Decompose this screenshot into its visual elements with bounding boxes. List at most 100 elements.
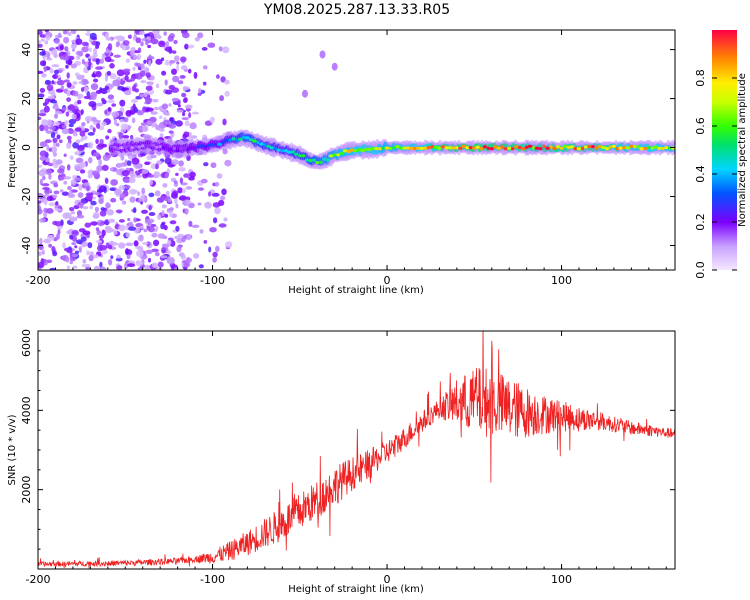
- speckle-mark: [63, 79, 70, 83]
- speckle-mark: [214, 207, 221, 215]
- colorbar-tick-label: 0.0: [694, 261, 707, 279]
- spectrogram-xtick-label: -100: [200, 274, 225, 287]
- speckle-mark: [161, 246, 167, 254]
- speckle-mark: [141, 241, 149, 245]
- speckle-mark: [138, 225, 145, 229]
- ridge-core: [308, 159, 313, 163]
- speckle-mark: [123, 90, 132, 96]
- speckle-mark: [173, 39, 178, 45]
- speckle-mark: [105, 135, 110, 140]
- ridge-core: [608, 145, 613, 149]
- speckle-mark: [71, 253, 79, 258]
- speckle-mark: [127, 34, 132, 39]
- speckle-mark: [53, 183, 59, 188]
- snr-xtick-label: 100: [551, 573, 572, 586]
- speckle-mark: [176, 245, 182, 253]
- ridge-core: [175, 149, 180, 153]
- ridge-core: [475, 145, 481, 149]
- ridge-core: [468, 146, 473, 150]
- speckle-mark: [224, 159, 232, 167]
- speckle-mark: [110, 242, 119, 246]
- speckle-mark: [150, 154, 157, 159]
- speckle-mark: [113, 54, 121, 58]
- speckle-mark: [158, 40, 166, 48]
- speckle-mark: [99, 138, 104, 145]
- ridge-core: [200, 144, 204, 148]
- ridge-core: [479, 146, 484, 151]
- speckle-mark: [148, 205, 152, 211]
- speckle-mark: [160, 255, 168, 259]
- ridge-core: [409, 146, 414, 150]
- speckle-mark: [59, 189, 64, 193]
- speckle-mark: [59, 139, 63, 144]
- speckle-mark: [171, 97, 180, 102]
- speckle-mark: [125, 232, 131, 238]
- speckle-mark: [175, 203, 179, 209]
- ridge-core: [496, 146, 502, 150]
- speckle-mark: [197, 202, 202, 206]
- speckle-mark: [101, 143, 108, 148]
- ridge-core: [604, 147, 610, 151]
- ridge-core: [563, 144, 568, 148]
- speckle-mark: [146, 120, 152, 125]
- speckle-mark: [172, 50, 177, 54]
- speckle-mark: [95, 227, 100, 232]
- ridge-core: [196, 145, 201, 149]
- speckle-mark: [48, 202, 57, 207]
- speckle-mark: [145, 39, 149, 46]
- speckle-mark: [179, 177, 183, 184]
- speckle-mark: [94, 192, 102, 196]
- snr-xtick-label: -200: [26, 573, 51, 586]
- speckle-mark: [215, 245, 220, 253]
- speckle-mark: [171, 68, 177, 75]
- ridge-core: [486, 146, 490, 150]
- ridge-core: [621, 146, 627, 150]
- speckle-mark: [219, 195, 226, 201]
- speckle-mark: [38, 169, 47, 177]
- speckle-mark: [47, 95, 56, 100]
- speckle-mark: [129, 51, 135, 56]
- speckle-mark: [92, 152, 100, 157]
- speckle-mark: [63, 180, 68, 185]
- spectrogram-xtick-label: 0: [384, 274, 391, 287]
- speckle-mark: [110, 255, 114, 259]
- speckle-mark: [134, 88, 140, 93]
- ridge-core: [531, 146, 536, 150]
- speckle-mark: [148, 174, 154, 178]
- ridge-core: [517, 145, 522, 150]
- speckle-mark: [101, 97, 105, 102]
- speckle-mark: [82, 78, 89, 85]
- speckle-mark: [104, 178, 109, 184]
- ridge-core: [447, 146, 452, 150]
- speckle-mark: [38, 251, 42, 257]
- speckle-mark: [90, 94, 97, 101]
- speckle-mark: [54, 113, 58, 119]
- speckle-mark: [140, 80, 147, 84]
- speckle-mark: [153, 171, 161, 179]
- speckle-mark: [186, 234, 192, 241]
- speckle-mark: [62, 242, 66, 249]
- speckle-mark: [182, 86, 187, 92]
- speckle-mark: [92, 127, 96, 133]
- ridge-core: [172, 146, 176, 150]
- speckle-mark: [125, 58, 130, 63]
- ridge-core: [657, 146, 662, 150]
- speckle-mark: [52, 137, 58, 143]
- speckle-mark: [74, 177, 82, 181]
- speckle-mark: [95, 66, 103, 70]
- speckle-mark: [225, 241, 233, 248]
- speckle-mark: [75, 239, 83, 244]
- ridge-core: [437, 146, 442, 150]
- speckle-mark: [121, 201, 125, 205]
- ridge-core: [388, 146, 393, 151]
- ridge-core: [398, 146, 404, 150]
- speckle-mark: [148, 59, 152, 67]
- speckle-mark: [140, 122, 147, 126]
- speckle-mark: [87, 174, 93, 179]
- speckle-mark: [66, 142, 72, 149]
- ridge-core: [413, 146, 417, 151]
- snr-series-line: [38, 331, 675, 569]
- speckle-mark: [46, 84, 54, 91]
- speckle-mark: [66, 164, 71, 171]
- speckle-mark: [93, 265, 101, 270]
